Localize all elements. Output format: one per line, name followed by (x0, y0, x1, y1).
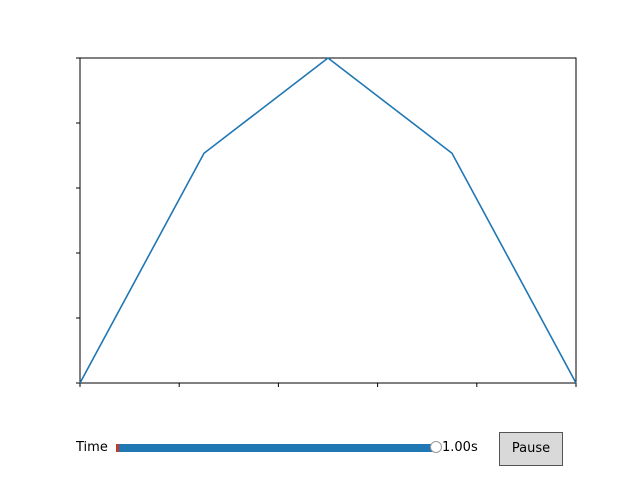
series-line (79, 56, 577, 384)
time-slider-handle[interactable] (430, 441, 442, 453)
time-slider-fill (116, 444, 436, 452)
y-ticks (76, 57, 80, 384)
x-ticks (79, 383, 577, 387)
plot-canvas (76, 56, 577, 387)
time-slider[interactable] (116, 444, 436, 452)
axes-frame (79, 57, 577, 384)
time-slider-value: 1.00s (442, 440, 478, 455)
time-slider-start-marker (116, 444, 119, 452)
pause-button[interactable]: Pause (499, 432, 563, 466)
series-group (79, 56, 577, 384)
time-slider-label: Time (76, 440, 108, 455)
